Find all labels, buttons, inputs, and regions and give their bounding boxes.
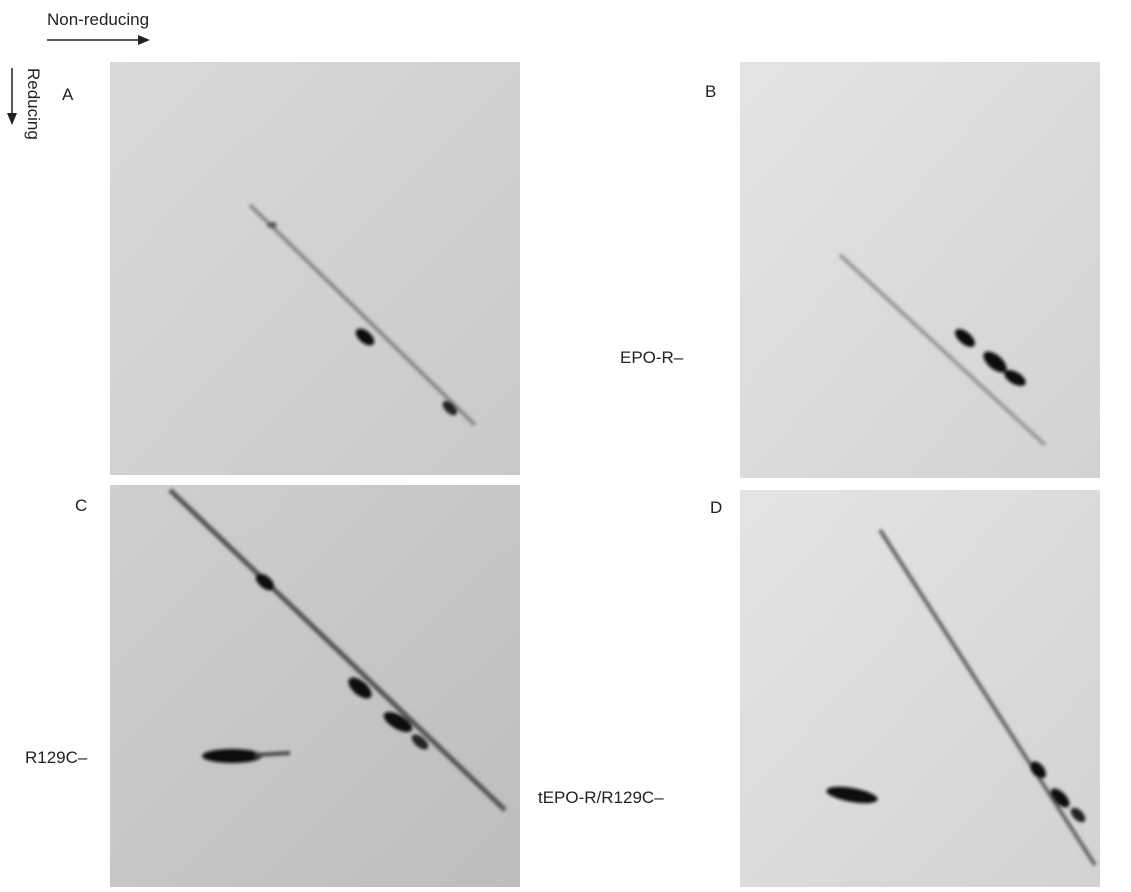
band-marker: EPO-R– [620, 348, 684, 367]
arrow-head [7, 113, 17, 125]
gel-panel [740, 490, 1100, 887]
gel-spots [826, 528, 1097, 867]
panel-label: A [62, 85, 74, 104]
panel-label: C [75, 496, 87, 515]
panel-label: D [710, 498, 722, 517]
arrow-head [138, 35, 150, 45]
gel-spots [168, 488, 507, 812]
gel-spots [248, 203, 477, 427]
axis-label: Reducing [24, 68, 43, 140]
gel-panel [740, 62, 1100, 478]
axis-label: Non-reducing [47, 10, 149, 29]
panel-label: B [705, 82, 716, 101]
gel-spots [838, 253, 1047, 447]
band-marker: R129C– [25, 748, 88, 767]
gel-panel [110, 485, 520, 887]
band-marker: tEPO-R/R129C– [538, 788, 664, 807]
